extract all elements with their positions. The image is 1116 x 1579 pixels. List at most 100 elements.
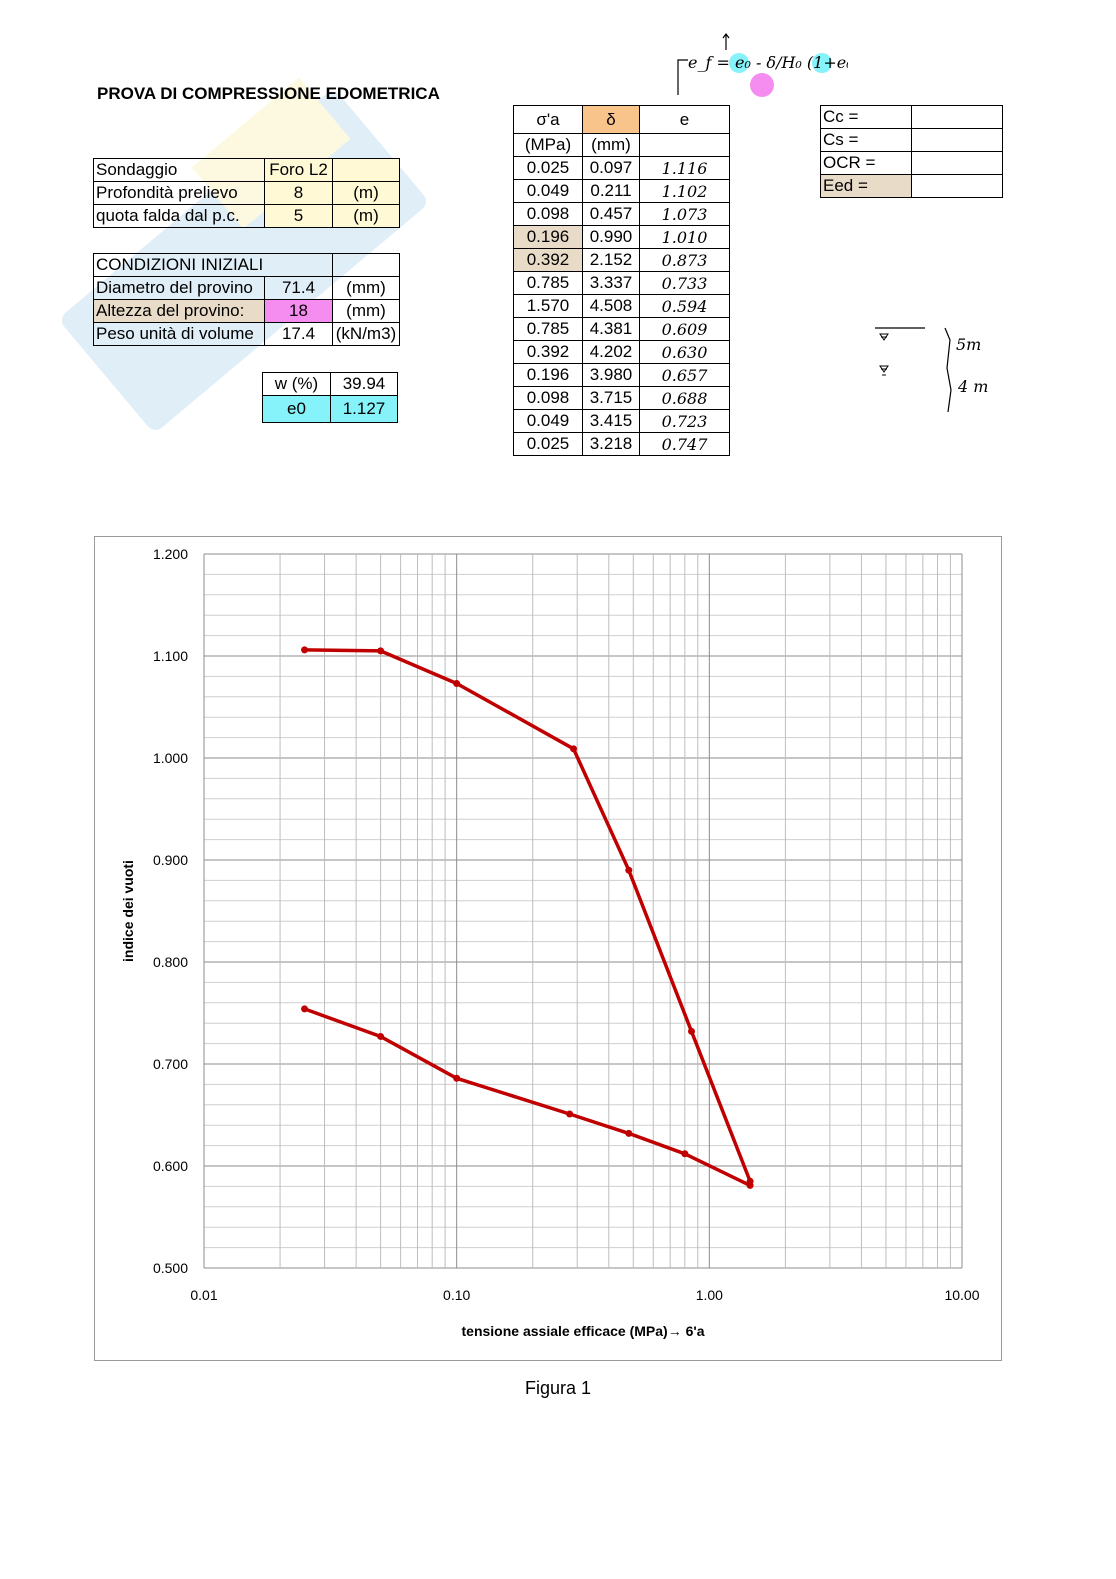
cell-delta: 3.218	[582, 432, 640, 456]
cell-sigma: 0.049	[513, 179, 583, 203]
y-tick-label: 1.200	[153, 546, 188, 562]
cell-e0-value: 1.127	[330, 395, 398, 423]
cell-e: 1.116	[639, 156, 730, 180]
table-row: 0.098 3.715 0.688	[513, 386, 730, 410]
sketch-label-bottom: 4 m	[957, 377, 988, 396]
data-point	[566, 1110, 574, 1118]
x-axis-label: tensione assiale efficace (MPa)→ 6'a	[462, 1323, 705, 1339]
cell-cs-label: Cs =	[820, 128, 912, 152]
w-e0-table: w (%) 39.94 e0 1.127	[262, 372, 398, 423]
cell-sigma: 0.098	[513, 386, 583, 410]
cell-delta: 3.980	[582, 363, 640, 387]
y-tick-label: 0.600	[153, 1158, 188, 1174]
formula-text: e_f = e₀ - δ/H₀ (1+e₀)	[688, 53, 848, 72]
data-point	[377, 647, 385, 655]
cell-falda-value: 5	[264, 204, 333, 228]
data-point	[453, 680, 461, 688]
unloading-curve-line	[303, 1007, 751, 1187]
cell-sigma: 0.196	[513, 363, 583, 387]
y-axis-label: indice dei vuoti	[120, 860, 136, 962]
cell-diametro-label: Diametro del provino	[93, 276, 265, 300]
table-row: 0.025 3.218 0.747	[513, 432, 730, 456]
table-row: 0.785 3.337 0.733	[513, 271, 730, 295]
page-title: PROVA DI COMPRESSIONE EDOMETRICA	[97, 84, 440, 103]
cell-e0-label: e0	[262, 395, 331, 423]
cell-ocr-label: OCR =	[820, 151, 912, 175]
cell-altezza-label: Altezza del provino:	[93, 299, 265, 323]
x-tick-label: 0.01	[190, 1287, 217, 1303]
cell-sigma: 0.196	[513, 225, 583, 249]
sample-info-table: Sondaggio Foro L2 Profondità prelievo 8 (m)…	[93, 158, 400, 228]
cell-sigma: 0.392	[513, 340, 583, 364]
table-row: 0.785 4.381 0.609	[513, 317, 730, 341]
unit-delta: (mm)	[582, 133, 640, 157]
cell-delta: 4.381	[582, 317, 640, 341]
cell-ocr-value	[911, 151, 1003, 175]
cell-delta: 3.415	[582, 409, 640, 433]
table-row: 0.392 4.202 0.630	[513, 340, 730, 364]
cell-peso-value: 17.4	[264, 322, 333, 346]
sketch-label-top: 5m	[956, 335, 981, 354]
chart-container: 0.500 0.600 0.700 0.800 0.900 1.000 1.100 1.200…	[94, 536, 1002, 1361]
header-delta: δ	[582, 105, 640, 134]
data-point	[301, 646, 309, 654]
cell-delta: 3.715	[582, 386, 640, 410]
cell-e: 0.873	[639, 248, 730, 272]
x-tick-label: 1.00	[696, 1287, 723, 1303]
cell-delta: 0.211	[582, 179, 640, 203]
cell-delta: 3.337	[582, 271, 640, 295]
table-row: 0.025 0.097 1.116	[513, 156, 730, 180]
data-point	[377, 1032, 385, 1040]
data-point	[625, 866, 633, 874]
initial-conditions-header: CONDIZIONI INIZIALI	[93, 253, 333, 277]
cell-e: 0.723	[639, 409, 730, 433]
y-tick-label: 1.000	[153, 750, 188, 766]
table-row: 0.049 0.211 1.102	[513, 179, 730, 203]
cell-w-label: w (%)	[262, 372, 331, 396]
data-point	[746, 1181, 754, 1189]
header-e: e	[639, 105, 730, 134]
x-tick-label: 0.10	[443, 1287, 470, 1303]
cell-w-value: 39.94	[330, 372, 398, 396]
table-row: 0.098 0.457 1.073	[513, 202, 730, 226]
cell-sigma: 0.785	[513, 317, 583, 341]
initial-conditions-table: CONDIZIONI INIZIALI Diametro del provino…	[93, 253, 400, 346]
y-tick-label: 0.700	[153, 1056, 188, 1072]
y-tick-label: 0.900	[153, 852, 188, 868]
cell-altezza-value: 18	[264, 299, 333, 323]
figure-caption: Figura 1	[524, 1378, 592, 1398]
formula-annotation: e_f = e₀ - δ/H₀ (1+e₀)	[677, 33, 848, 97]
soil-profile-sketch: 5m 4 m	[875, 327, 988, 413]
cell-e: 1.102	[639, 179, 730, 203]
table-row: 1.570 4.508 0.594	[513, 294, 730, 318]
cell-falda-label: quota falda dal p.c.	[93, 204, 265, 228]
unit-sigma: (MPa)	[513, 133, 583, 157]
cell-cc-label: Cc =	[820, 105, 912, 129]
table-row: 0.049 3.415 0.723	[513, 409, 730, 433]
cell-delta: 4.508	[582, 294, 640, 318]
cell-delta: 4.202	[582, 340, 640, 364]
cell-diametro-value: 71.4	[264, 276, 333, 300]
cell-delta: 0.990	[582, 225, 640, 249]
cell-sondaggio-label: Sondaggio	[93, 158, 265, 182]
cell-sigma: 0.392	[513, 248, 583, 272]
table-row: 0.196 0.990 1.010	[513, 225, 730, 249]
cell-sigma: 0.785	[513, 271, 583, 295]
cell-e: 1.073	[639, 202, 730, 226]
cell-cs-value	[911, 128, 1003, 152]
table-row: 0.196 3.980 0.657	[513, 363, 730, 387]
cell-profondita-unit: (m)	[332, 181, 400, 205]
cell-eed-value	[911, 174, 1003, 198]
cell-e: 0.630	[639, 340, 730, 364]
cell-sigma: 1.570	[513, 294, 583, 318]
cell-sigma: 0.049	[513, 409, 583, 433]
void-ratio-chart: 0.500 0.600 0.700 0.800 0.900 1.000 1.100 1.200…	[120, 546, 980, 1339]
cell-delta: 2.152	[582, 248, 640, 272]
header-sigma: σ'a	[513, 105, 583, 134]
cell-sigma: 0.025	[513, 156, 583, 180]
cell-sondaggio-value: Foro L2	[264, 158, 333, 182]
cell-e: 0.733	[639, 271, 730, 295]
cell-e: 0.657	[639, 363, 730, 387]
data-point	[301, 1005, 309, 1013]
table-row: 0.392 2.152 0.873	[513, 248, 730, 272]
